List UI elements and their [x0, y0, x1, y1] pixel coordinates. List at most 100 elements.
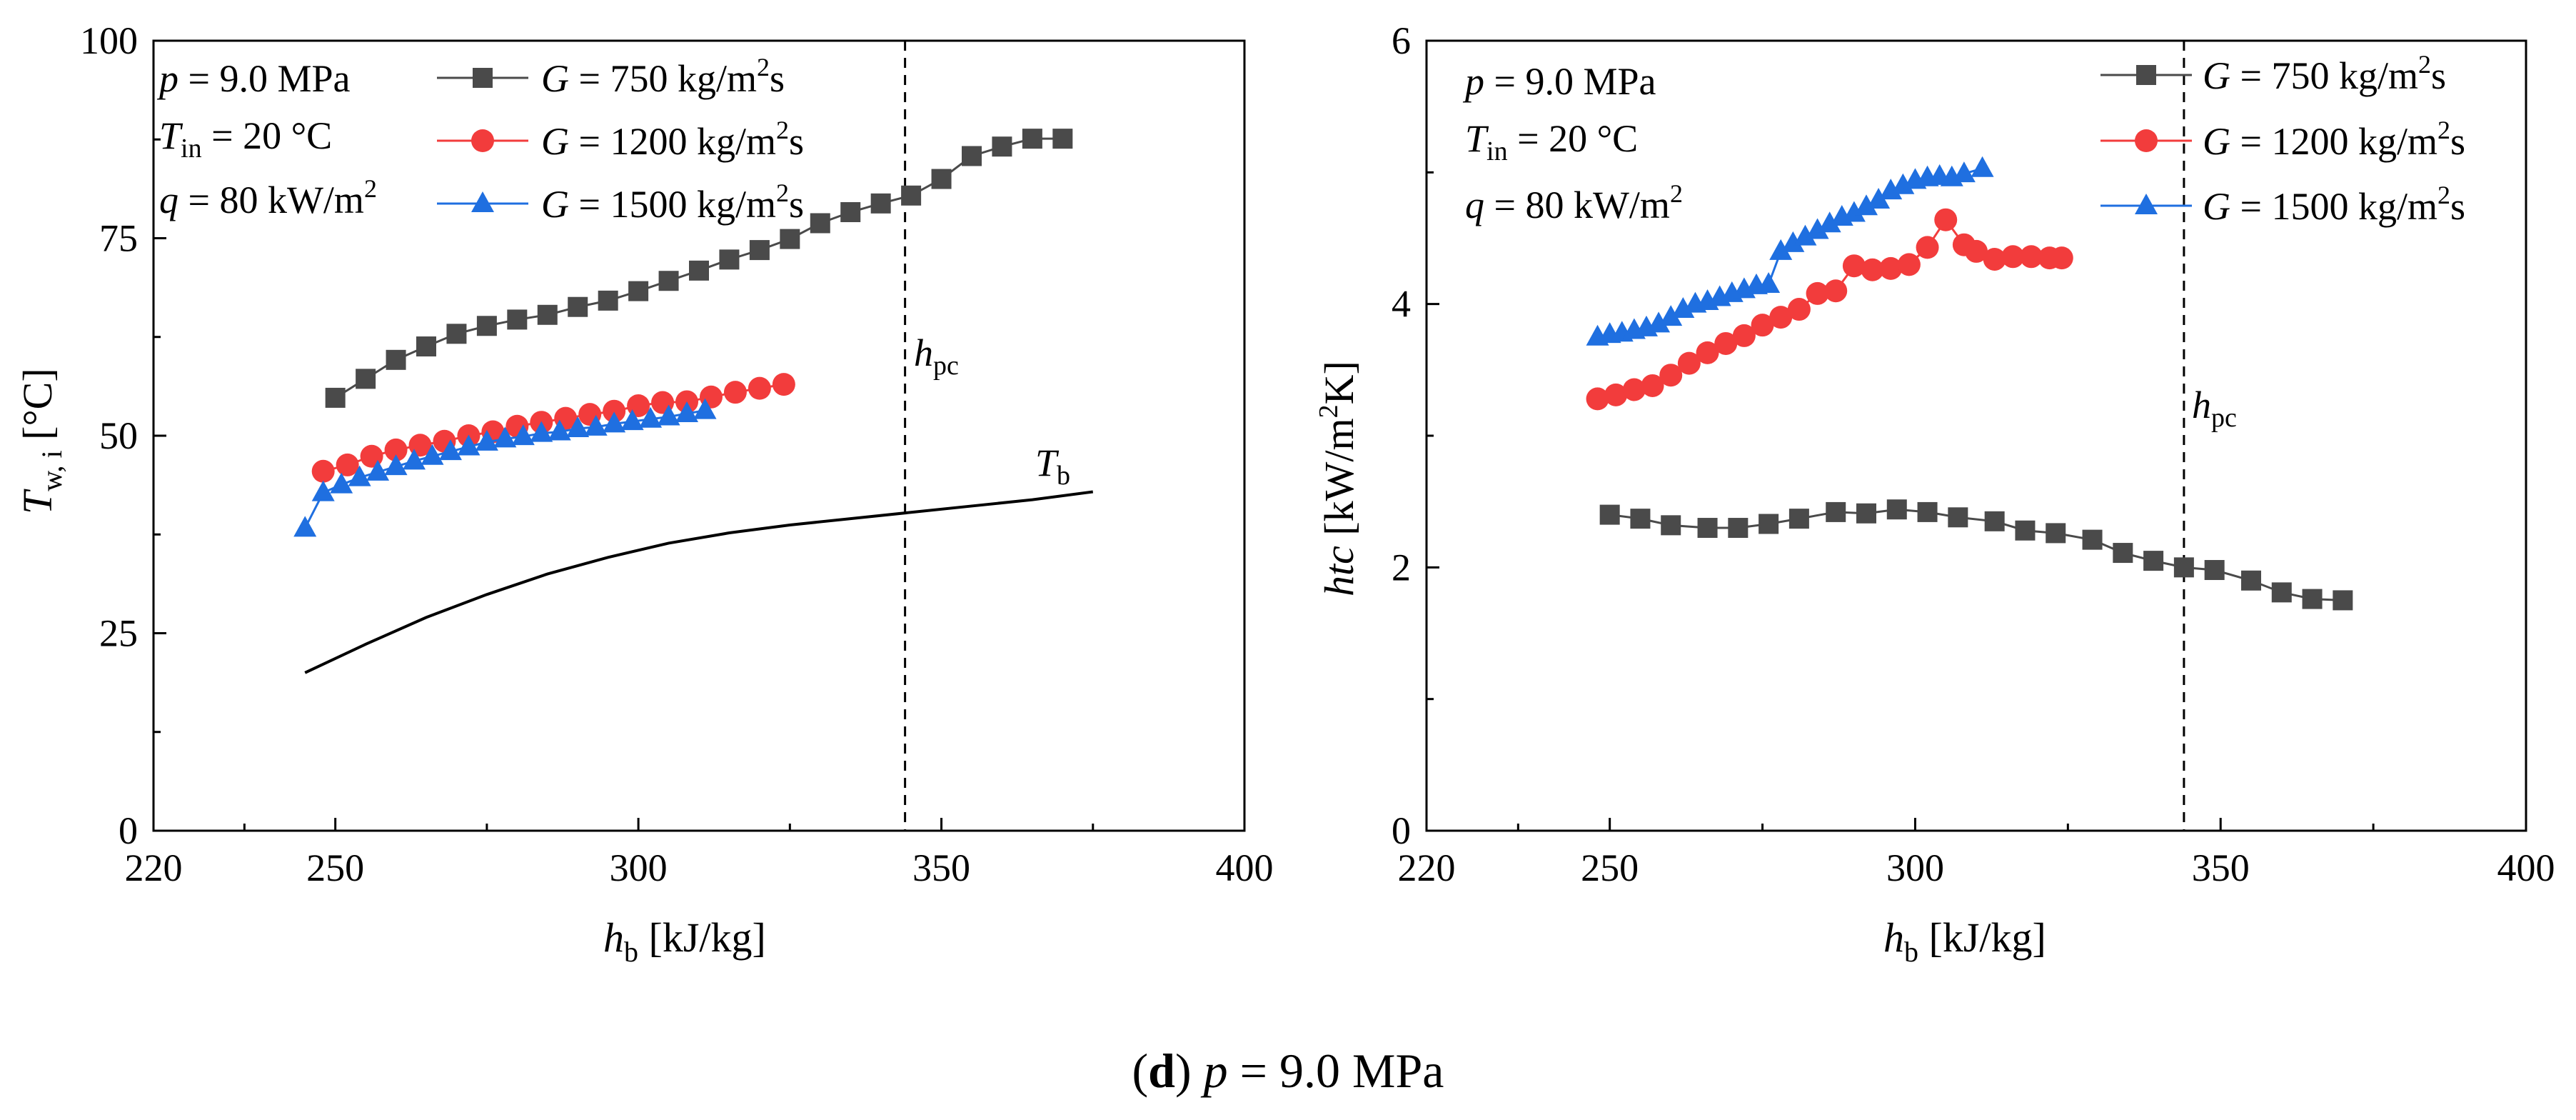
data-point-g750: [325, 387, 346, 408]
data-point-g750: [749, 240, 770, 261]
data-point-g750: [2204, 560, 2225, 581]
data-point-g750: [2173, 557, 2194, 578]
data-point-g1500: [675, 401, 699, 423]
data-point-g1200: [1769, 306, 1793, 329]
series-g750: [325, 129, 1073, 408]
condition-pressure-symbol: p: [1462, 60, 1484, 103]
condition-inlet-value: = 20 °C: [1508, 117, 1639, 160]
y-tick-label: 0: [119, 809, 138, 852]
data-point-g1500: [566, 416, 590, 438]
x-axis-unit: [kJ/kg]: [1918, 914, 2046, 961]
x-tick-label: 300: [1886, 846, 1944, 889]
y-axis-tail: K]: [1316, 361, 1362, 404]
x-axis-sub: b: [1904, 936, 1918, 968]
legend-g1500-text: = 1500 kg/m: [569, 183, 776, 226]
data-point-g1500: [657, 404, 680, 426]
x-tick-label: 400: [2497, 846, 2555, 889]
legend-label-g750: G = 750 kg/m2s: [541, 53, 785, 100]
x-tick-label: 250: [306, 846, 364, 889]
legend-marker-g1200: [471, 129, 494, 152]
legend-label-g750: G = 750 kg/m2s: [2203, 50, 2446, 97]
tick-group: 220 250 300 350 400 0 25 50 75 100: [80, 19, 1274, 889]
y-axis-sup: 2: [1314, 404, 1344, 418]
data-point-g750: [2113, 543, 2133, 564]
data-point-g750: [1630, 509, 1651, 529]
data-point-g1500: [438, 439, 462, 461]
series-line-g750: [1609, 508, 2343, 601]
legend-marker-g1200: [2135, 129, 2158, 152]
y-tick-label: 75: [99, 217, 138, 260]
legend-label-g1500: G = 1500 kg/m2s: [2203, 181, 2465, 228]
data-point-g750: [386, 349, 406, 370]
legend: G = 750 kg/m2s G = 1200 kg/m2s G = 1500 …: [437, 53, 804, 226]
legend-g1200-sup: 2: [2437, 116, 2450, 144]
x-tick-label: 300: [610, 846, 668, 889]
y-tick-label: 25: [99, 612, 138, 655]
condition-pressure: p = 9.0 MPa: [1462, 60, 1656, 103]
data-point-g1200: [1965, 239, 1988, 263]
condition-heat-flux-symbol: q: [159, 179, 178, 221]
data-point-g750: [1788, 509, 1809, 529]
data-point-g750: [1856, 503, 1876, 524]
legend-g1200-sup: 2: [776, 116, 789, 144]
legend-label-g1200: G = 1200 kg/m2s: [2203, 116, 2465, 163]
data-point-g1500: [1867, 188, 1891, 209]
tb-annotation: Tb: [1035, 441, 1070, 491]
legend-g1200-text: = 1200 kg/m: [569, 120, 776, 163]
tb-annotation-symbol: T: [1035, 441, 1060, 484]
data-point-g1200: [2001, 245, 2025, 269]
condition-heat-flux: q = 80 kW/m2: [159, 174, 377, 221]
y-axis-label: Tw, i [°C]: [14, 368, 68, 514]
legend-g750-tail: s: [2431, 54, 2446, 97]
data-point-g750: [2046, 523, 2066, 544]
legend-g750-text: = 750 kg/m: [569, 57, 757, 100]
data-point-g750: [1984, 511, 2005, 531]
data-point-g1200: [1677, 351, 1701, 375]
data-point-g1200: [1824, 279, 1848, 303]
data-point-g1200: [1696, 341, 1719, 364]
caption-text: = 9.0 MPa: [1228, 1044, 1444, 1098]
legend: G = 750 kg/m2s G = 1200 kg/m2s G = 1500 …: [2100, 50, 2465, 228]
bulk-temperature-curve: [304, 490, 1094, 674]
data-point-g1500: [403, 449, 426, 470]
data-point-g750: [719, 249, 740, 270]
hpc-annotation-symbol: h: [2192, 384, 2211, 426]
y-axis-sub: w, i: [36, 450, 68, 491]
data-point-g750: [416, 336, 436, 357]
data-point-g750: [1886, 499, 1907, 520]
legend-g1200-tail: s: [789, 120, 804, 163]
condition-heat-flux-sup: 2: [364, 174, 377, 203]
data-point-g1500: [311, 480, 335, 501]
data-point-g1500: [1659, 305, 1683, 326]
condition-inlet-symbol: T: [1465, 117, 1489, 160]
data-point-g1200: [1641, 374, 1664, 397]
x-tick-label: 400: [1216, 846, 1274, 889]
x-tick-label: 350: [2192, 846, 2250, 889]
y-tick-label: 50: [99, 414, 138, 457]
data-point-g1200: [1604, 383, 1628, 406]
x-axis-sub: b: [624, 936, 638, 968]
data-point-g750: [598, 290, 618, 311]
y-axis-label: htc [kW/m2K]: [1314, 361, 1362, 596]
legend-g1200-text: = 1200 kg/m: [2230, 120, 2437, 163]
figure-caption: (d) p = 9.0 MPa: [1132, 1044, 1444, 1098]
y-tick-label: 6: [1392, 19, 1411, 62]
legend-g750-symbol: G: [541, 57, 569, 100]
data-point-g750: [962, 146, 982, 166]
data-point-g1200: [1861, 258, 1884, 281]
tb-annotation-sub: b: [1057, 461, 1070, 491]
data-point-g750: [2241, 570, 2261, 591]
data-point-g1200: [336, 453, 359, 476]
data-point-g750: [2302, 589, 2323, 609]
data-point-g1200: [1586, 387, 1609, 411]
y-tick-label: 0: [1392, 809, 1411, 852]
data-point-g750: [931, 169, 952, 189]
data-point-g750: [1948, 507, 1968, 528]
hpc-annotation: hpc: [914, 331, 959, 381]
data-point-g750: [2333, 590, 2353, 611]
tick-group: 220 250 300 350 400 0 2 4 6: [1392, 19, 2555, 889]
data-point-g750: [689, 260, 709, 281]
data-point-g1200: [772, 373, 795, 396]
data-point-g750: [1599, 504, 1620, 525]
